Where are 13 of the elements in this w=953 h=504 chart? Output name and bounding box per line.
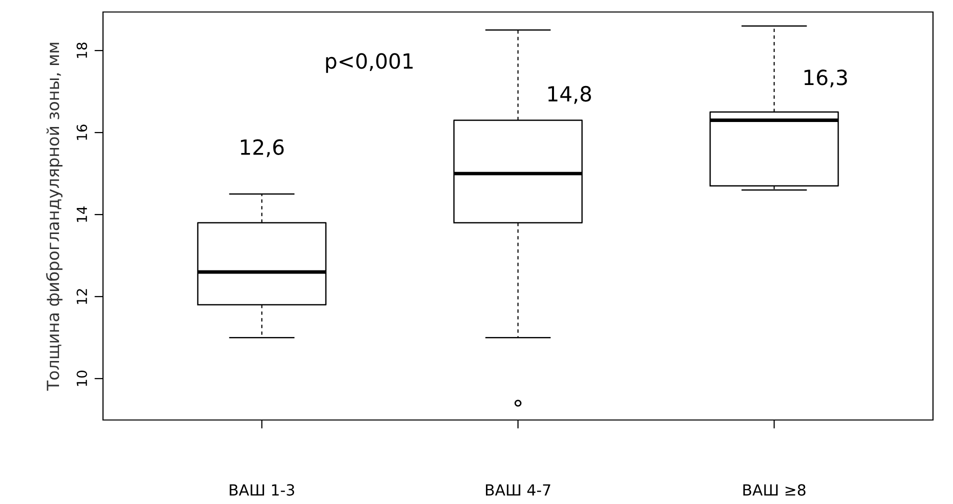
y-tick-label: 18 — [76, 42, 88, 58]
y-tick-label: 12 — [76, 289, 87, 304]
y-tick-label: 10 — [76, 370, 88, 386]
y-tick-label: 16 — [76, 124, 88, 140]
y-tick-label: 14 — [76, 206, 87, 222]
x-tick-label: ВАШ 1-3 — [230, 484, 294, 496]
annotation: 16,3 — [804, 70, 847, 88]
annotation: p<0,001 — [326, 53, 413, 73]
y-axis-title: Толщина фиброгландулярной зоны, мм — [46, 42, 62, 391]
annotation: 14,8 — [548, 86, 592, 104]
x-tick-label: ВАШ ≥8 — [743, 484, 806, 496]
x-tick-label: ВАШ 4-7 — [486, 484, 550, 496]
annotation: 12,6 — [240, 139, 284, 158]
